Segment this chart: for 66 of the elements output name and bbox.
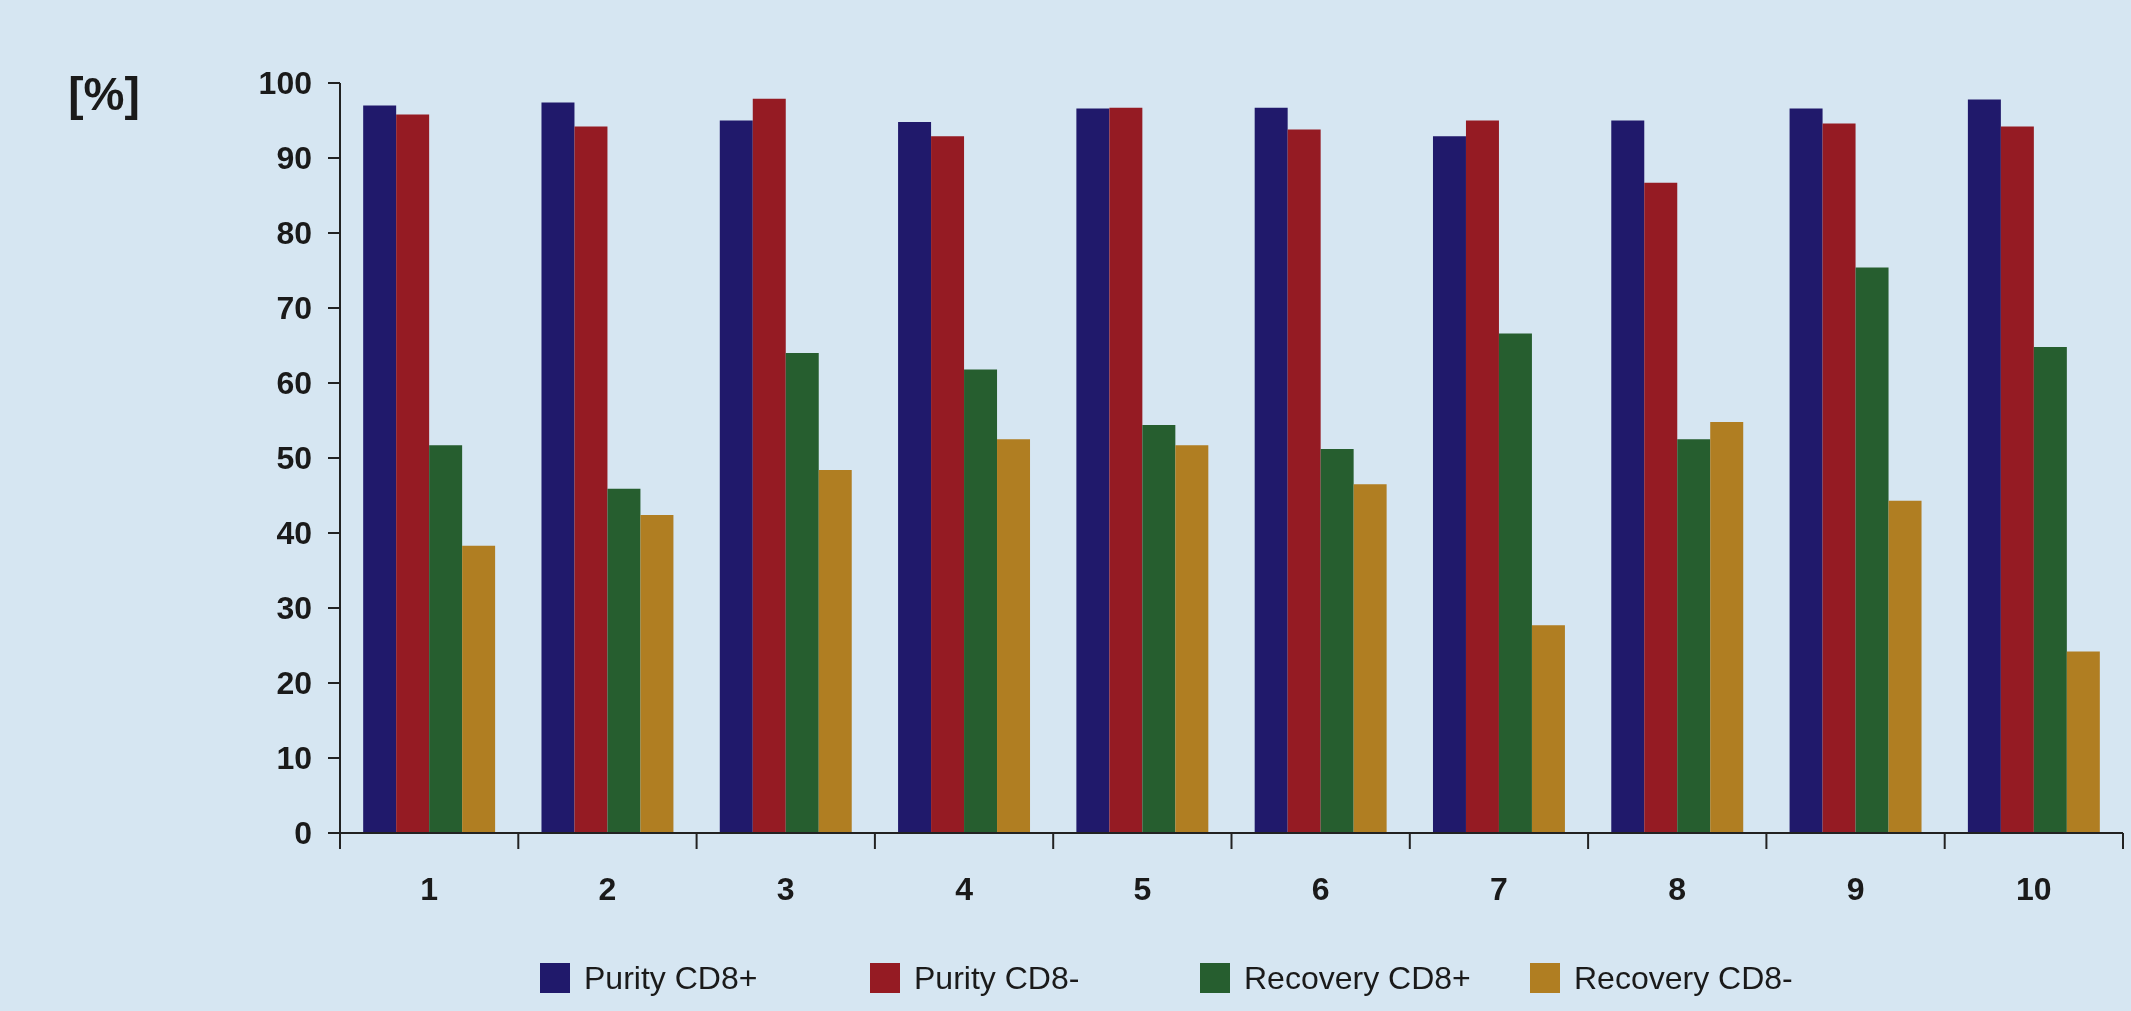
bar bbox=[752, 98, 786, 833]
y-tick-label: 30 bbox=[276, 590, 312, 627]
x-tick-label: 2 bbox=[598, 871, 617, 907]
legend-label: Recovery CD8+ bbox=[1244, 960, 1471, 997]
bar bbox=[429, 445, 463, 833]
bar bbox=[1353, 484, 1387, 833]
bar bbox=[1432, 136, 1466, 833]
bar bbox=[1109, 107, 1143, 833]
bar bbox=[719, 120, 753, 833]
bar bbox=[1287, 129, 1321, 833]
bar bbox=[1142, 425, 1176, 833]
bar bbox=[396, 114, 430, 833]
x-tick-label: 1 bbox=[420, 871, 439, 907]
bar bbox=[1611, 120, 1645, 833]
bar bbox=[640, 515, 674, 833]
bar bbox=[997, 439, 1031, 833]
x-tick-label: 6 bbox=[1311, 871, 1330, 907]
y-tick-label: 60 bbox=[276, 365, 312, 402]
bar bbox=[1465, 120, 1499, 833]
bar bbox=[1789, 108, 1823, 833]
y-tick-label: 10 bbox=[276, 740, 312, 777]
y-tick-label: 70 bbox=[276, 290, 312, 327]
y-tick-label: 90 bbox=[276, 140, 312, 177]
bar bbox=[931, 136, 965, 833]
bar bbox=[818, 470, 852, 833]
x-tick-label: 7 bbox=[1490, 871, 1508, 907]
bar bbox=[1677, 439, 1711, 833]
bar bbox=[1498, 333, 1532, 833]
bar bbox=[574, 126, 608, 833]
x-tick-label: 3 bbox=[776, 871, 795, 907]
x-tick-label: 8 bbox=[1668, 871, 1687, 907]
y-tick-label: 100 bbox=[258, 65, 312, 102]
bar bbox=[2033, 347, 2067, 833]
legend-label: Purity CD8+ bbox=[584, 960, 758, 997]
bar bbox=[1644, 182, 1678, 833]
bar bbox=[1822, 123, 1856, 833]
y-axis-title: [%] bbox=[68, 68, 140, 120]
bar bbox=[1888, 500, 1922, 833]
x-tick-label: 4 bbox=[955, 871, 974, 907]
bar bbox=[1855, 267, 1889, 833]
legend-label: Recovery CD8- bbox=[1574, 960, 1793, 997]
bar bbox=[1967, 99, 2001, 833]
bar bbox=[363, 105, 397, 833]
y-tick-label: 20 bbox=[276, 665, 312, 702]
bar bbox=[1710, 422, 1744, 833]
bar bbox=[964, 369, 998, 833]
bar bbox=[1076, 108, 1110, 833]
bar bbox=[1175, 445, 1209, 833]
x-tick-label: 5 bbox=[1133, 871, 1152, 907]
bar bbox=[1320, 449, 1354, 833]
bar bbox=[1254, 107, 1288, 833]
bar bbox=[541, 102, 575, 833]
bar bbox=[2066, 651, 2100, 833]
bar bbox=[2000, 126, 2034, 833]
y-tick-label: 80 bbox=[276, 215, 312, 252]
bar bbox=[607, 488, 641, 833]
bar bbox=[898, 122, 932, 833]
x-tick-label: 10 bbox=[2016, 871, 2052, 907]
x-tick-label: 9 bbox=[1846, 871, 1865, 907]
legend-label: Purity CD8- bbox=[914, 960, 1080, 997]
bar bbox=[462, 545, 496, 833]
y-tick-label: 0 bbox=[294, 815, 312, 852]
bar bbox=[785, 353, 819, 833]
bar bbox=[1531, 625, 1565, 833]
y-tick-label: 50 bbox=[276, 440, 312, 477]
y-tick-label: 40 bbox=[276, 515, 312, 552]
